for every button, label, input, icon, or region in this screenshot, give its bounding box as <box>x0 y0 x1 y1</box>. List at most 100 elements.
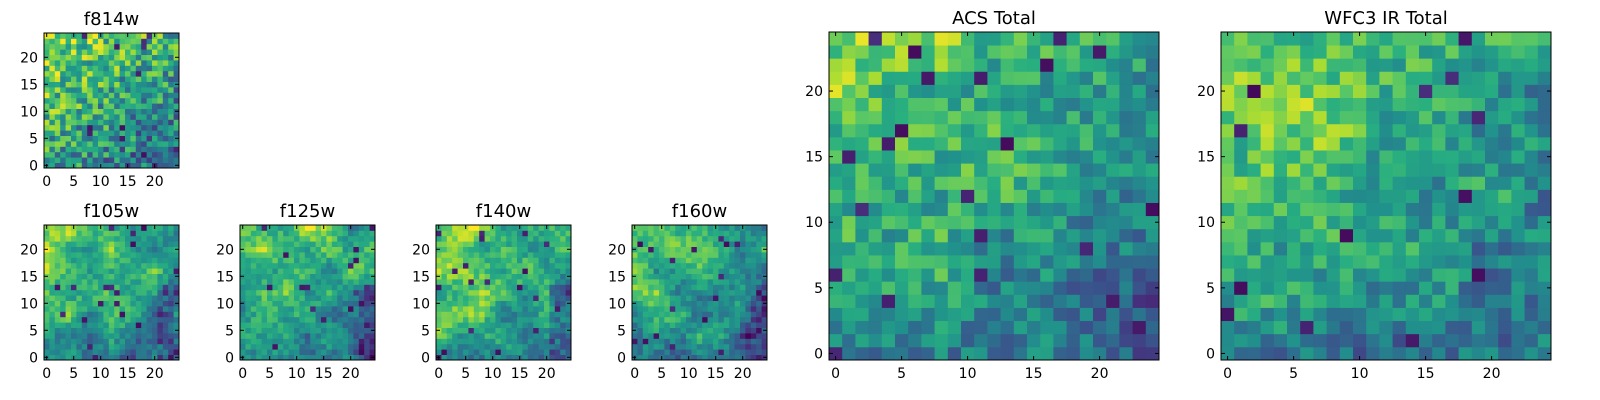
heatmap-cell <box>261 316 268 323</box>
heatmap-cell <box>87 268 93 274</box>
heatmap-cell <box>1445 136 1459 151</box>
heatmap-cell <box>1093 228 1107 243</box>
heatmap-cell <box>1300 215 1314 230</box>
heatmap-cell <box>1366 215 1380 230</box>
heatmap-cell <box>974 84 988 98</box>
heatmap-cell <box>1366 71 1380 85</box>
x-tick-label: 0 <box>1223 366 1232 382</box>
heatmap-cell <box>152 103 158 109</box>
heatmap-cell <box>1366 268 1380 282</box>
heatmap-cell <box>299 295 306 301</box>
heatmap-cell <box>452 338 458 345</box>
heatmap-cell <box>436 235 442 242</box>
y-tick-label: 20 <box>20 50 38 66</box>
heatmap-cell <box>479 268 485 274</box>
heatmap-cell <box>921 84 935 98</box>
heatmap-cell <box>60 230 66 237</box>
heatmap-cell <box>468 322 475 328</box>
heatmap-cell <box>321 322 327 328</box>
heatmap-cell <box>49 343 56 350</box>
heatmap-cell <box>168 235 174 242</box>
heatmap-cell <box>1119 58 1133 72</box>
heatmap-cell <box>65 230 72 237</box>
heatmap-cell <box>1445 163 1459 177</box>
heatmap-cell <box>114 354 120 361</box>
heatmap-cell <box>1273 189 1288 203</box>
heatmap-cell <box>130 130 137 136</box>
heatmap-cell <box>1273 215 1288 230</box>
heatmap-cell <box>745 252 752 258</box>
heatmap-cell <box>713 284 719 291</box>
heatmap-cell <box>1419 176 1433 190</box>
heatmap-cell <box>533 268 539 274</box>
heatmap-cell <box>310 300 316 307</box>
heatmap-cell <box>157 70 164 77</box>
heatmap-cell <box>65 124 72 131</box>
heatmap-cell <box>304 279 311 285</box>
heatmap-cell <box>1326 136 1341 151</box>
heatmap-cell <box>125 300 131 307</box>
heatmap-cell <box>146 135 153 142</box>
heatmap-cell <box>457 289 464 296</box>
heatmap-cell <box>549 289 556 296</box>
heatmap-cell <box>1379 307 1393 322</box>
heatmap-cell <box>146 338 153 345</box>
heatmap-cell <box>152 295 158 301</box>
heatmap-cell <box>114 279 120 285</box>
heatmap-cell <box>642 300 649 307</box>
heatmap-cell <box>173 33 180 39</box>
heatmap-cell <box>92 33 99 39</box>
heatmap-cell <box>71 311 77 318</box>
heatmap-cell <box>261 311 268 318</box>
heatmap-cell <box>277 246 284 253</box>
heatmap-cell <box>1234 84 1248 98</box>
heatmap-cell <box>1405 189 1420 203</box>
heatmap-cell <box>103 322 110 328</box>
heatmap-cell <box>162 65 169 72</box>
heatmap-cell <box>49 114 56 120</box>
heatmap-cell <box>1119 215 1133 230</box>
heatmap-cell <box>908 110 922 125</box>
heatmap-cell <box>173 262 180 269</box>
heatmap-cell <box>1353 281 1367 295</box>
heatmap-cell <box>511 311 518 318</box>
heatmap-cell <box>283 225 289 231</box>
heatmap-cell <box>130 289 137 296</box>
heatmap-cell <box>54 108 61 115</box>
heatmap-cell <box>495 300 502 307</box>
heatmap-cell <box>245 333 252 339</box>
heatmap-cell <box>60 81 66 88</box>
heatmap-cell <box>1079 281 1094 295</box>
heatmap-cell <box>664 273 671 280</box>
heatmap-cell <box>250 306 257 312</box>
heatmap-cell <box>71 119 77 126</box>
heatmap-cell <box>468 279 475 285</box>
heatmap-cell <box>245 225 252 231</box>
heatmap-cell <box>152 268 158 274</box>
heatmap-cell <box>358 268 365 274</box>
x-tick-label: 10 <box>288 366 306 382</box>
heatmap-cell <box>1093 241 1107 256</box>
heatmap-cell <box>337 279 343 285</box>
heatmap-cell <box>49 146 56 153</box>
heatmap-cell <box>1119 123 1133 138</box>
heatmap-cell <box>60 146 66 153</box>
heatmap-cell <box>554 241 561 247</box>
heatmap-cell <box>1339 268 1354 282</box>
heatmap-cell <box>761 322 768 328</box>
heatmap-cell <box>240 241 246 247</box>
heatmap-cell <box>114 76 120 82</box>
heatmap-cell <box>135 38 142 45</box>
heatmap-cell <box>544 235 550 242</box>
heatmap-cell <box>288 230 295 237</box>
heatmap-cell <box>544 316 550 323</box>
heatmap-cell <box>723 273 730 280</box>
heatmap-cell <box>723 311 730 318</box>
heatmap-cell <box>304 246 311 253</box>
heatmap-cell <box>272 225 279 231</box>
heatmap-cell <box>168 268 174 274</box>
heatmap-cell <box>549 295 556 301</box>
heatmap-cell <box>868 202 883 217</box>
heatmap-cell <box>702 257 708 264</box>
heatmap-cell <box>288 225 295 231</box>
